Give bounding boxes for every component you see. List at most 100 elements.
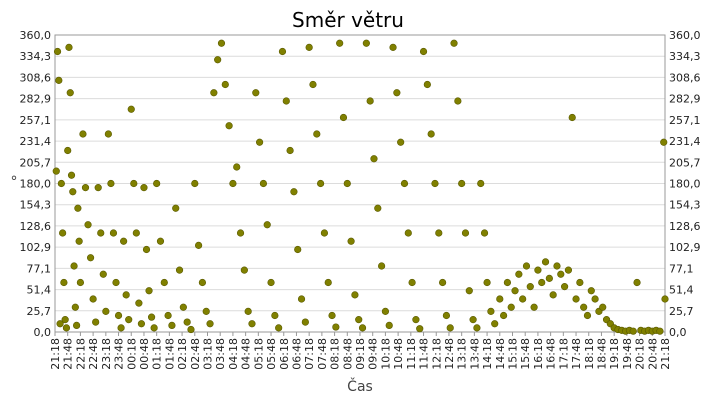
data-point [67, 171, 76, 179]
y-tick-label-right: 154,3 [669, 199, 701, 212]
data-point [135, 299, 143, 307]
x-tick-label: 06:48 [290, 338, 303, 370]
data-point [487, 307, 495, 315]
x-tick-label: 21:18 [659, 338, 672, 370]
x-tick-label: 04:18 [227, 338, 240, 370]
data-point [198, 278, 207, 287]
y-tick-label: 77,1 [27, 262, 52, 275]
data-point [278, 47, 287, 56]
y-tick-label: 308,6 [20, 71, 52, 84]
x-tick-label: 11:18 [405, 338, 418, 370]
data-point [221, 80, 229, 89]
data-point [187, 325, 195, 334]
y-tick-label-right: 77,1 [669, 262, 694, 275]
data-point [64, 146, 72, 155]
data-point [454, 97, 462, 105]
data-point [576, 278, 584, 287]
data-point [404, 229, 412, 237]
y-tick-label-right: 308,6 [669, 71, 701, 84]
data-point [313, 130, 321, 138]
data-point [587, 287, 595, 295]
data-point [458, 179, 466, 188]
x-axis: 21:18 21:48 22:18 22:48 23:18 23:48 00:18 00:48… [49, 332, 672, 370]
data-point [52, 167, 60, 175]
data-point [259, 179, 268, 188]
x-tick-label: 17:18 [557, 338, 570, 370]
data-point [275, 324, 283, 332]
x-tick-label: 10:18 [379, 338, 392, 370]
data-point [553, 262, 561, 270]
x-tick-label: 08:48 [341, 338, 354, 370]
data-point [397, 138, 405, 146]
data-point [248, 320, 256, 328]
data-point [591, 295, 599, 303]
data-point [69, 188, 77, 196]
y-tick-label: 180,0 [20, 178, 52, 191]
data-point [545, 274, 553, 282]
data-point [267, 278, 275, 287]
data-point [412, 316, 420, 324]
data-point [332, 323, 340, 331]
data-point [75, 237, 83, 245]
data-point [217, 39, 226, 47]
data-point [324, 278, 332, 287]
y-tick-label: 360,0 [20, 29, 52, 42]
x-tick-label: 00:18 [125, 338, 138, 370]
y-tick-label-right: 334,3 [669, 50, 701, 63]
y-tick-label: 282,9 [20, 93, 52, 106]
x-tick-label: 07:48 [316, 338, 329, 370]
y-tick-label-right: 102,9 [669, 241, 701, 254]
y-tick-label-right: 257,1 [669, 114, 701, 127]
data-point [427, 130, 435, 138]
data-point [244, 307, 252, 315]
data-point [55, 76, 63, 84]
data-point [370, 155, 378, 163]
x-tick-label: 04:48 [240, 338, 253, 370]
x-tick-label: 17:48 [570, 338, 583, 370]
data-point [84, 221, 92, 229]
data-point [210, 89, 218, 97]
data-point [104, 130, 112, 138]
data-point [147, 313, 156, 321]
data-point [145, 287, 153, 295]
data-point [225, 122, 233, 130]
data-point [61, 316, 69, 324]
data-point [76, 278, 85, 287]
data-point [263, 221, 271, 229]
x-tick-label: 09:48 [367, 338, 380, 370]
x-tick-label: 01:18 [151, 338, 164, 370]
data-point [366, 97, 374, 105]
data-point [73, 321, 81, 330]
data-point [491, 320, 499, 328]
data-point [336, 39, 344, 47]
data-point [419, 47, 428, 56]
data-point [79, 130, 87, 138]
data-point [599, 303, 607, 311]
x-tick-label: 05:18 [252, 338, 265, 370]
data-point [183, 318, 191, 326]
data-point [286, 146, 294, 155]
x-tick-label: 23:18 [100, 338, 113, 370]
data-point [233, 163, 241, 171]
data-point [57, 179, 65, 188]
data-point [580, 303, 588, 311]
data-point [343, 179, 351, 188]
x-tick-label: 15:18 [507, 338, 520, 370]
data-point [347, 237, 355, 245]
data-point [526, 283, 534, 291]
data-point [519, 295, 527, 303]
y-tick-label: 154,3 [20, 199, 52, 212]
data-point [175, 266, 184, 274]
data-point [56, 320, 64, 328]
data-point [339, 113, 348, 122]
x-tick-label: 15:48 [519, 338, 532, 370]
data-point [127, 105, 135, 113]
data-point [97, 229, 105, 237]
data-point [53, 47, 62, 56]
data-point [435, 229, 443, 237]
data-points [52, 39, 669, 335]
data-point [160, 278, 168, 287]
data-point [500, 311, 508, 320]
data-point [538, 278, 546, 287]
